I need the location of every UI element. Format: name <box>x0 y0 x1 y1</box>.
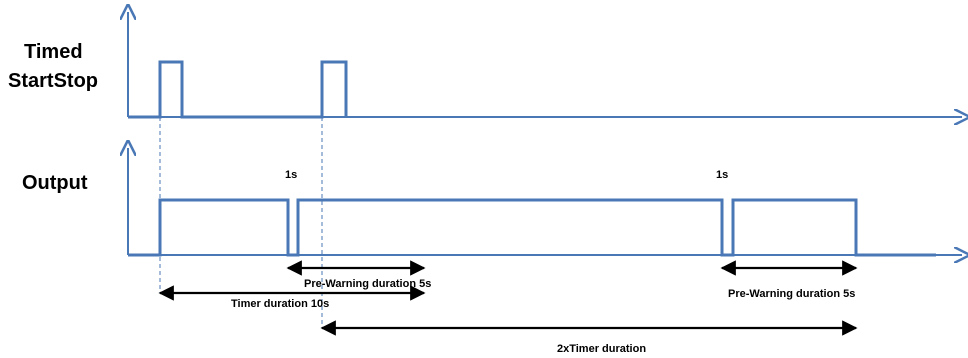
timed-startstop-label-line2: StartStop <box>8 70 98 92</box>
output-label: Output <box>22 172 88 194</box>
timed-startstop-label-line1: Timed <box>24 41 83 63</box>
pre-warning-label-2: Pre-Warning duration 5s <box>728 288 855 300</box>
startstop-waveform <box>128 60 348 119</box>
duration-arrows <box>158 260 858 336</box>
startstop-axes <box>128 12 962 117</box>
pre-warning-label-1: Pre-Warning duration 5s <box>304 278 431 290</box>
gap-label-1: 1s <box>285 169 297 181</box>
output-axes <box>128 148 962 255</box>
output-waveform <box>128 198 936 257</box>
timer-duration-label: Timer duration 10s <box>231 298 329 310</box>
two-x-timer-label: 2xTimer duration <box>557 343 646 355</box>
gap-label-2: 1s <box>716 169 728 181</box>
